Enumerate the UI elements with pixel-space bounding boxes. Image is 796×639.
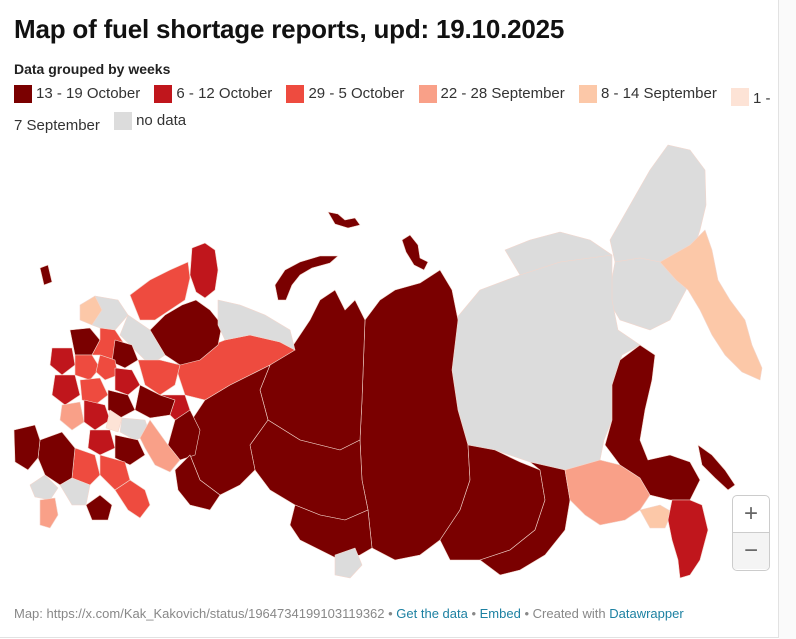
region-mordovia [107, 389, 136, 419]
region-severnaya-zemlya [401, 234, 429, 271]
region-lipetsk-tambov [83, 399, 111, 431]
legend-label: 8 - 14 September [600, 85, 717, 102]
legend-swatch [14, 85, 32, 103]
footer: Map: https://x.com/Kak_Kakovich/status/1… [14, 606, 684, 621]
legend-swatch [578, 85, 597, 103]
region-chelyabinsk-kurgan [174, 454, 221, 511]
legend-swatch [418, 85, 437, 103]
region-saratov [114, 434, 146, 466]
get-data-link[interactable]: Get the data [396, 606, 468, 621]
legend-label: no data [136, 112, 187, 129]
region-jao [639, 504, 673, 529]
region-novaya-zemlya [274, 255, 339, 301]
region-vladimir [95, 354, 119, 381]
region-kursk-belgorod [59, 401, 85, 431]
legend-item: 22 - 28 September [418, 83, 565, 105]
legend-swatch [731, 88, 750, 106]
region-sakhalin [697, 444, 736, 491]
embed-link[interactable]: Embed [479, 606, 521, 621]
region-taimyr-coast [504, 231, 613, 276]
region-kirov [137, 359, 181, 396]
separator: • [384, 606, 397, 621]
page-title: Map of fuel shortage reports, upd: 19.10… [14, 14, 565, 44]
separator: • [467, 606, 480, 621]
region-orenburg [139, 419, 181, 473]
legend-item: 8 - 14 September [578, 83, 717, 105]
legend-label: 13 - 19 October [36, 85, 141, 102]
map-zoom-control: + − [732, 495, 770, 571]
region-murmansk [189, 242, 219, 299]
region-crimea-zaporozhye [13, 424, 41, 471]
region-khabarovsk [604, 344, 701, 501]
legend-title: Data grouped by weeks [14, 61, 171, 77]
datawrapper-link[interactable]: Datawrapper [609, 606, 684, 621]
russia-regions-map[interactable] [0, 130, 778, 600]
region-tula-ryazan [79, 377, 109, 406]
region-kamchatka [659, 229, 763, 381]
region-kaluga-bryansk [51, 374, 81, 406]
separator: • [524, 606, 533, 621]
region-voronezh [87, 429, 116, 456]
legend-label: 22 - 28 September [440, 85, 565, 102]
legend-label: 1 - 7 September [14, 90, 771, 134]
legend-item: 13 - 19 October [14, 83, 140, 105]
legend-item: no data [114, 110, 186, 132]
source-text: Map: https://x.com/Kak_Kakovich/status/1… [14, 606, 385, 621]
region-smolensk [49, 347, 76, 376]
region-kazakh-gap [334, 547, 363, 579]
legend-label: 29 - 5 October [308, 85, 405, 102]
zoom-out-button[interactable]: − [733, 532, 769, 569]
legend-label: 6 - 12 October [176, 85, 273, 102]
region-nizhny [114, 367, 141, 396]
legend-item: 1 - 7 September [14, 88, 771, 134]
region-kaliningrad [39, 264, 53, 286]
region-north-caucasus-small [29, 474, 59, 501]
region-stavropol [59, 477, 91, 506]
legend-swatch [154, 85, 173, 103]
region-karelia [129, 261, 191, 321]
region-nenets [217, 299, 296, 351]
zoom-in-button[interactable]: + [743, 500, 758, 527]
legend-swatch [114, 112, 133, 130]
region-caucasus-south [39, 497, 59, 529]
legend: 13 - 19 October 6 - 12 October 29 - 5 Oc… [14, 83, 774, 137]
region-moscow [74, 354, 101, 381]
legend-swatch [286, 85, 305, 103]
region-astrakhan-kalmykia [114, 479, 151, 519]
scrollbar[interactable] [779, 0, 796, 639]
region-kostroma [111, 339, 139, 369]
region-altai [289, 504, 373, 561]
region-krasnoyarsk [359, 269, 471, 561]
region-chechnya-dagestan [85, 494, 113, 521]
legend-item: 6 - 12 October [154, 83, 272, 105]
region-primorye [667, 499, 709, 579]
created-with-text: Created with [532, 606, 606, 621]
region-franz-josef [327, 211, 361, 229]
region-penza [105, 409, 123, 433]
legend-item: 29 - 5 October [286, 83, 404, 105]
